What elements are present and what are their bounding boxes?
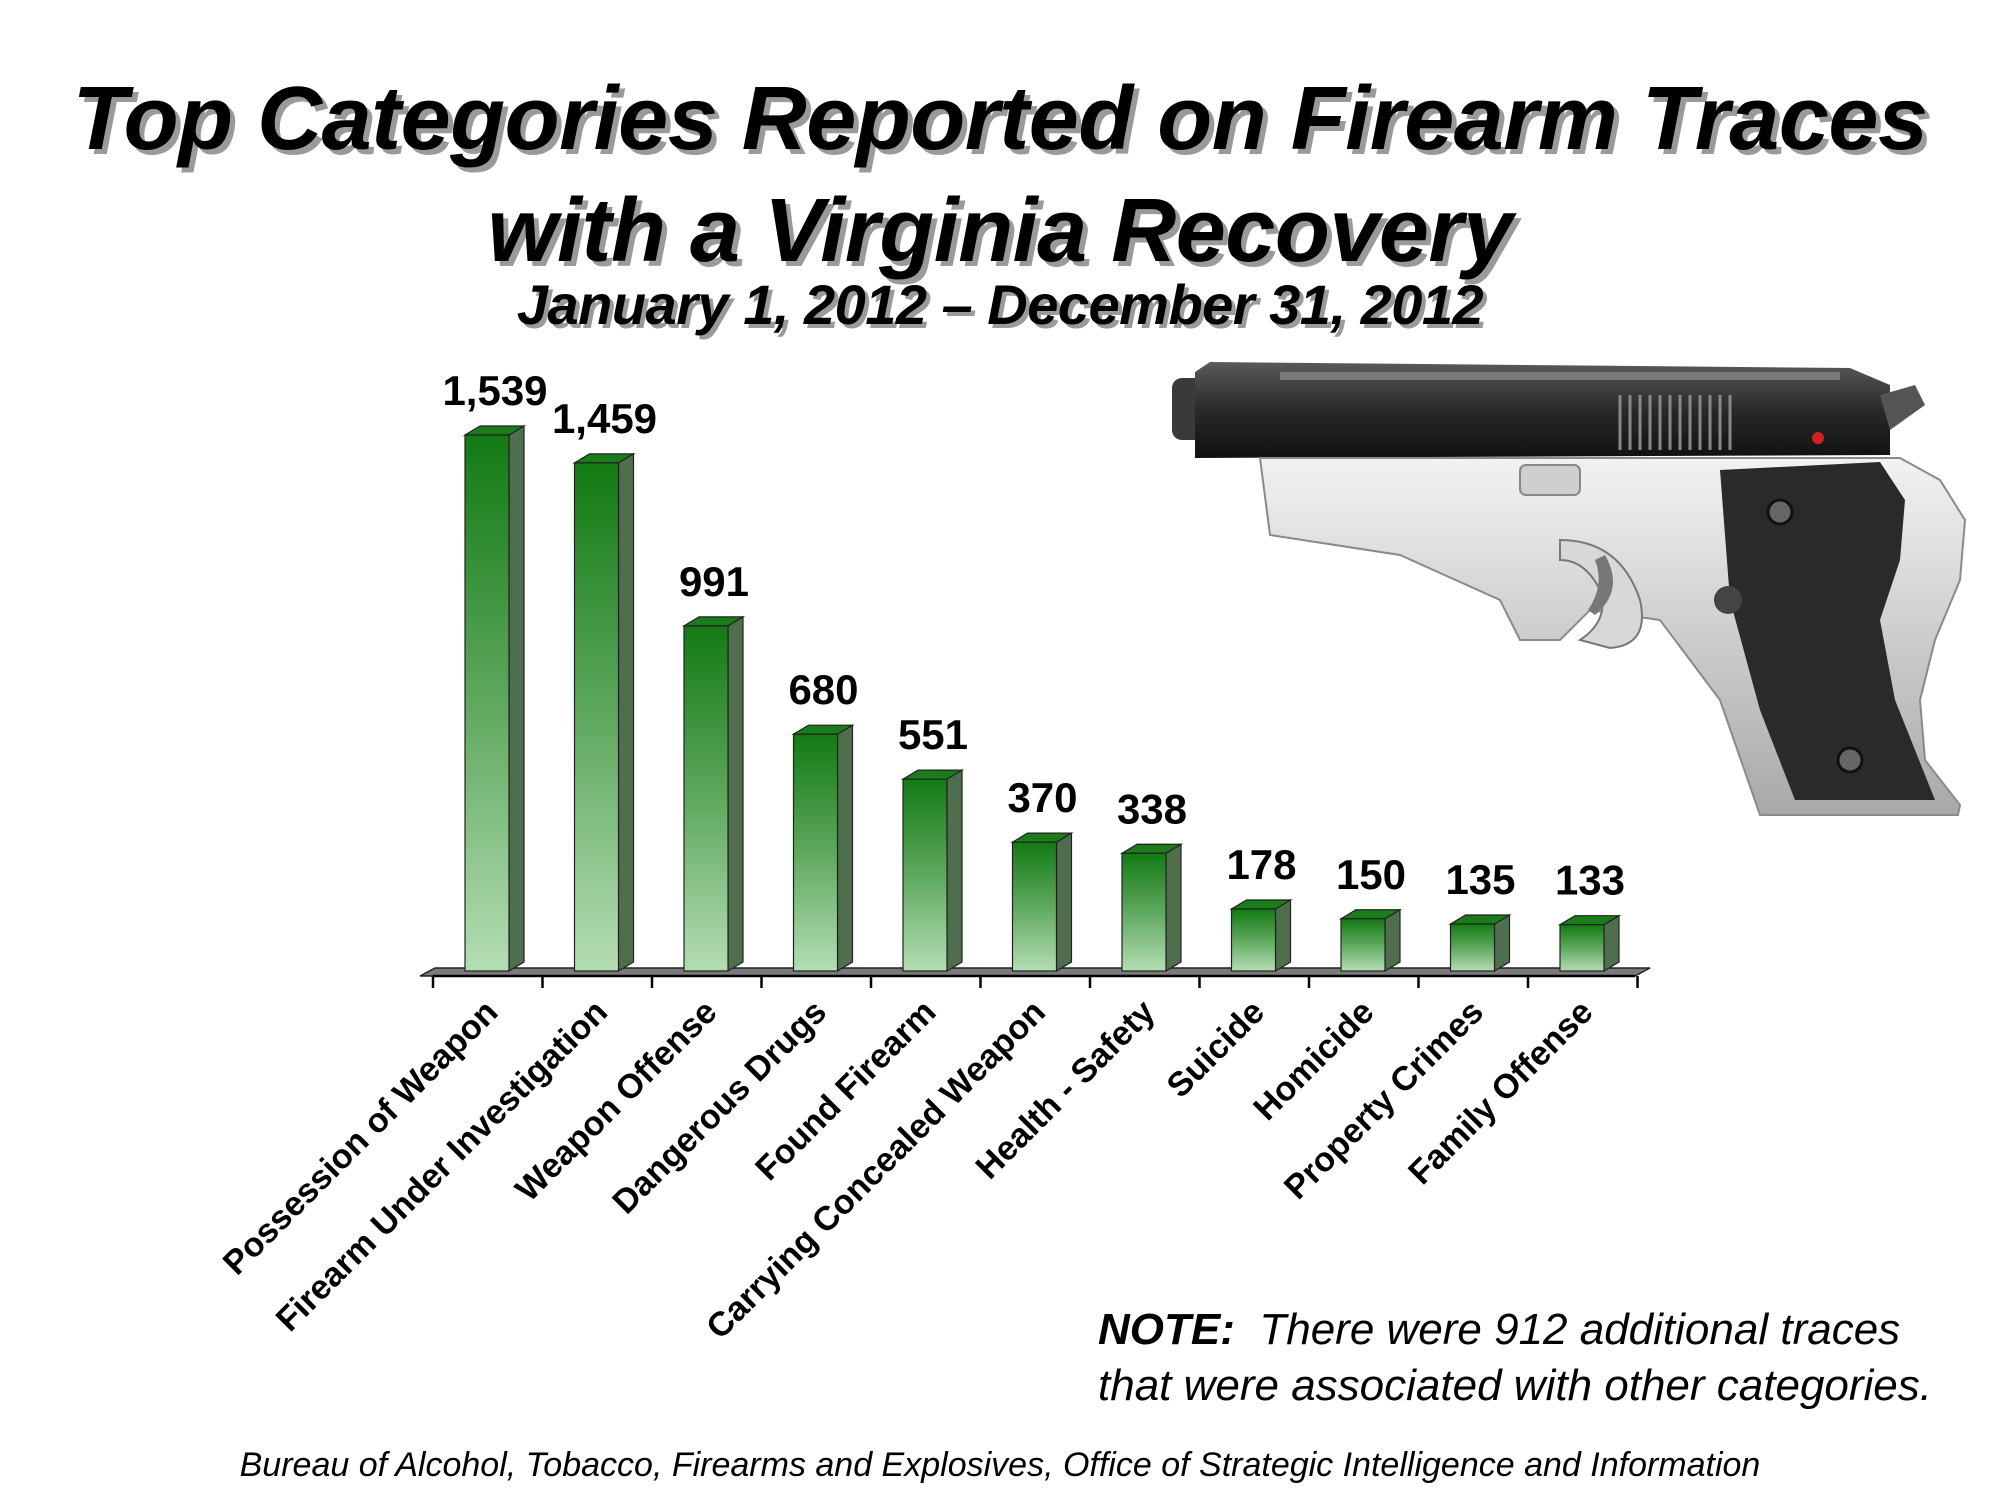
value-label: 178 [1226,841,1296,888]
bar [1338,908,1403,973]
chart-subtitle: January 1, 2012 – December 31, 2012 [516,273,1484,336]
bar [462,424,527,973]
bar [791,724,855,973]
bar [1229,898,1293,973]
category-label: Weapon Offense [508,993,724,1209]
bar [1119,843,1184,973]
note-label: NOTE: [1098,1305,1235,1354]
bar [900,769,965,973]
source-text: Bureau of Alcohol, Tobacco, Firearms and… [239,1446,1761,1484]
bar [572,452,636,973]
chart-title: Top Categories Reported on Firearm Trace… [72,69,1929,169]
value-label: 133 [1555,857,1625,904]
value-label: 991 [679,558,749,605]
category-label: Family Offense [1401,993,1600,1192]
note: NOTE: There were 912 additional traces t… [1098,1302,1978,1414]
value-label: 338 [1117,785,1187,832]
value-label: 150 [1336,851,1406,898]
value-label: 135 [1445,856,1515,903]
bar [1557,914,1622,973]
bar [1010,832,1074,973]
bar [681,615,746,973]
bars [462,424,1622,973]
category-label: Dangerous Drugs [605,993,834,1222]
note-text: There were 912 additional traces that we… [1098,1305,1933,1410]
value-label: 680 [788,666,858,713]
category-label: Property Crimes [1277,993,1491,1207]
chart-title-line2: with a Virginia Recovery [487,181,1513,281]
value-label: 551 [898,711,968,758]
bar [1448,913,1512,973]
value-label: 1,459 [552,395,657,442]
value-label: 370 [1007,774,1077,821]
x-axis-ticks [431,976,1639,988]
value-label: 1,539 [442,367,547,414]
category-label: Suicide [1160,993,1272,1105]
pistol-icon [1172,362,1967,816]
